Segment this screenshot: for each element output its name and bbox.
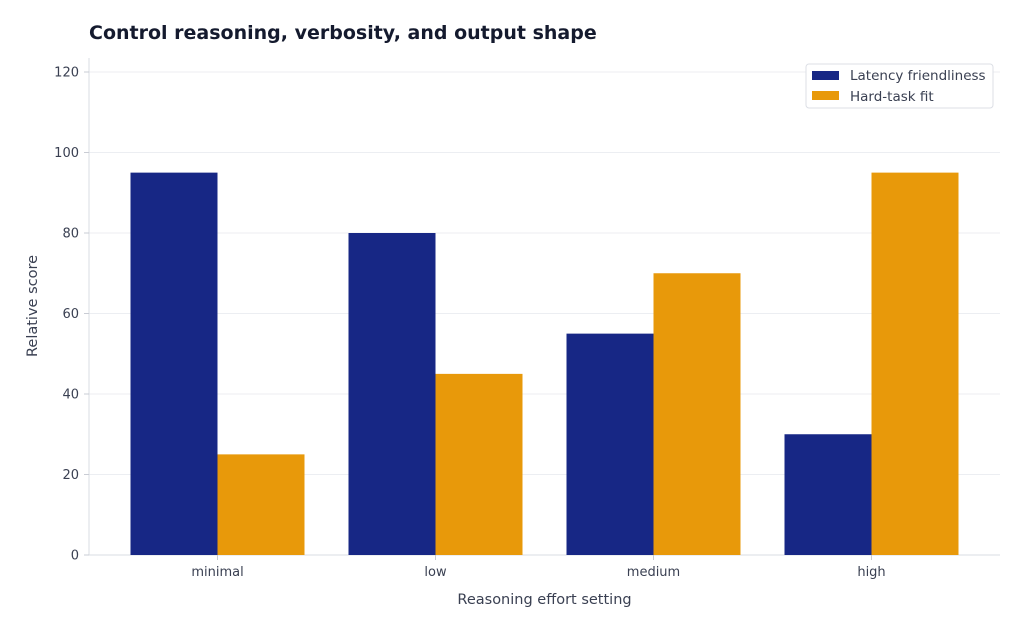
- legend-swatch-hard-task-fit: [812, 91, 839, 100]
- bars: [130, 172, 959, 555]
- bar-latency-friendliness-minimal: [130, 172, 218, 555]
- y-tick-labels: 0 20 40 60 80 100 120: [54, 66, 89, 564]
- legend-label-hard-task-fit: Hard-task fit: [850, 89, 934, 105]
- y-tick-label: 20: [62, 468, 79, 483]
- x-axis-label: Reasoning effort setting: [457, 592, 631, 608]
- y-tick-label: 40: [62, 388, 79, 403]
- bar-hard-task-fit-minimal: [217, 454, 305, 555]
- y-tick-label: 80: [62, 227, 79, 242]
- y-tick-label: 0: [71, 549, 79, 564]
- y-tick-label: 60: [62, 307, 79, 322]
- bar-hard-task-fit-medium: [653, 273, 741, 555]
- bar-latency-friendliness-low: [348, 233, 436, 555]
- legend-swatch-latency-friendliness: [812, 71, 839, 80]
- bar-hard-task-fit-low: [435, 373, 523, 555]
- grid-lines: [89, 71, 1000, 475]
- x-tick-label-low: low: [424, 565, 447, 580]
- x-tick-label-medium: medium: [627, 565, 680, 580]
- legend-box: [805, 63, 994, 109]
- x-tick-labels: minimal low medium high: [191, 555, 886, 580]
- bar-latency-friendliness-high: [784, 434, 872, 555]
- x-tick-label-high: high: [857, 565, 885, 580]
- legend: Latency friendliness Hard-task fit: [805, 63, 994, 109]
- y-tick-label: 120: [54, 66, 79, 81]
- x-tick-label-minimal: minimal: [191, 565, 243, 580]
- y-axis-label: Relative score: [25, 255, 41, 357]
- chart-title: Control reasoning, verbosity, and output…: [89, 22, 597, 44]
- bar-hard-task-fit-high: [871, 172, 959, 555]
- bar-latency-friendliness-medium: [566, 333, 654, 555]
- legend-label-latency-friendliness: Latency friendliness: [850, 68, 986, 84]
- y-tick-label: 100: [54, 146, 79, 161]
